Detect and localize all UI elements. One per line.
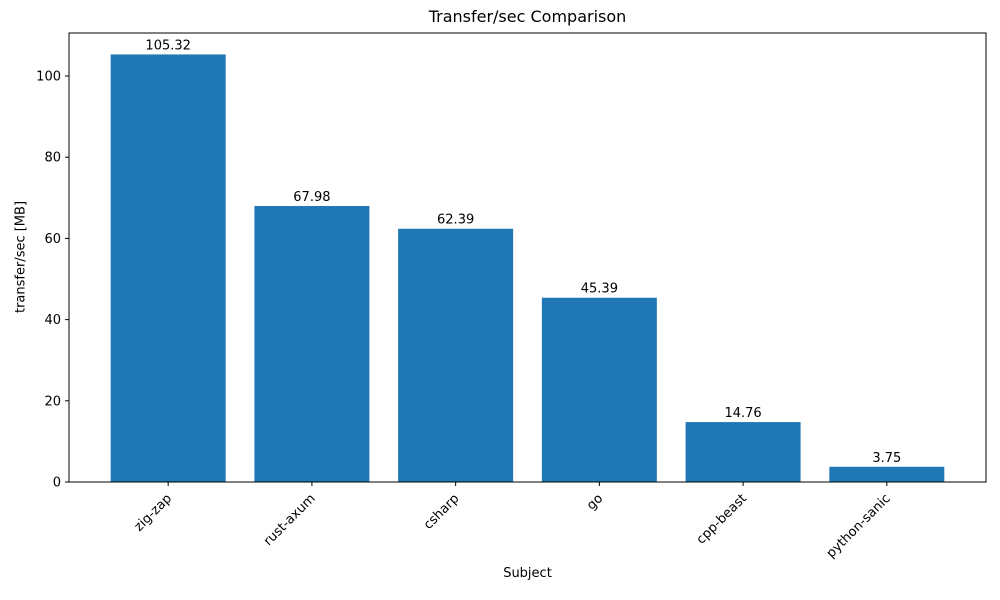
- bar-go: [541, 297, 657, 482]
- y-tick-label: 20: [44, 394, 61, 409]
- x-tick-label-python-sanic: python-sanic: [824, 491, 894, 561]
- axes-frame: [68, 32, 987, 483]
- bar-value-label: 14.76: [724, 406, 761, 421]
- bar-cpp-beast: [685, 422, 801, 482]
- bar-value-label: 62.39: [437, 213, 474, 228]
- y-tick-label: 60: [44, 232, 61, 247]
- y-tick-label: 80: [44, 151, 61, 166]
- x-tick-label-rust-axum: rust-axum: [261, 491, 319, 549]
- bar-zig-zap: [110, 54, 226, 482]
- x-tick-label-zig-zap: zig-zap: [132, 491, 175, 534]
- y-tick-label: 100: [36, 70, 61, 85]
- x-tick-label-go: go: [584, 491, 606, 513]
- x-tick-label-csharp: csharp: [421, 491, 463, 533]
- bar-value-label: 67.98: [293, 190, 330, 205]
- y-tick-label: 0: [53, 476, 61, 491]
- x-tick-label-cpp-beast: cpp-beast: [694, 491, 750, 547]
- chart-title: Transfer/sec Comparison: [428, 7, 627, 26]
- bar-python-sanic: [829, 466, 945, 482]
- bar-value-label: 3.75: [872, 451, 901, 466]
- x-axis-label: Subject: [503, 566, 552, 581]
- bar-value-label: 105.32: [145, 38, 191, 53]
- y-tick-label: 40: [44, 313, 61, 328]
- bar-csharp: [398, 228, 514, 482]
- bar-rust-axum: [254, 206, 370, 482]
- bar-value-label: 45.39: [581, 282, 618, 297]
